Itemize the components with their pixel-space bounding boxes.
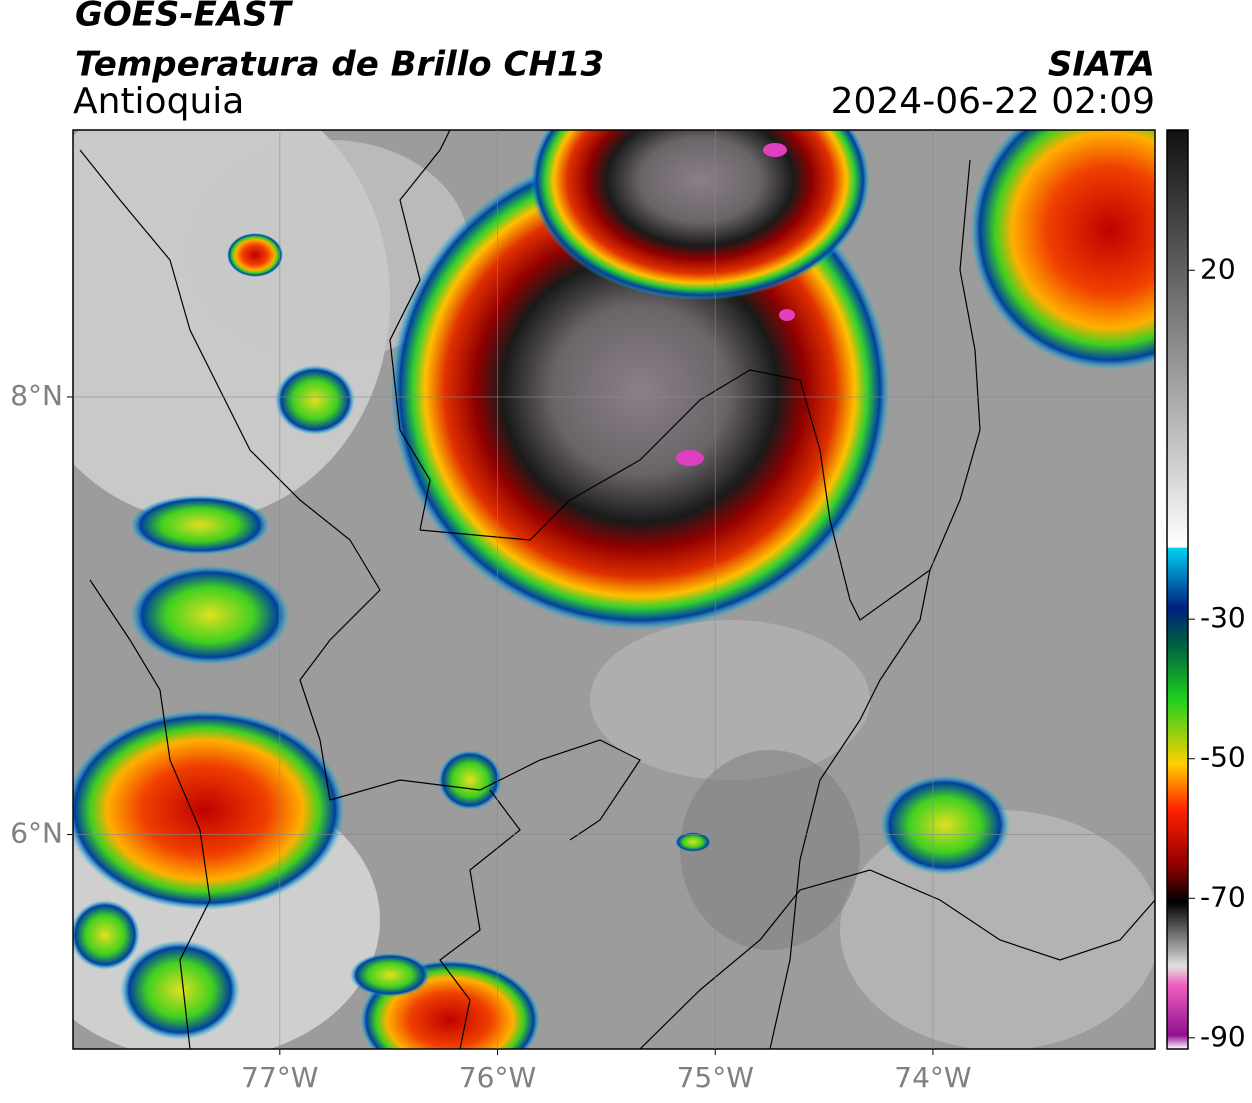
x-tick-label: 75°W [677,1061,754,1094]
x-tick-label: 74°W [894,1061,971,1094]
datetime: 2024-06-22 02:09 [831,81,1155,122]
y-tick-label: 8°N [10,379,63,412]
x-tick-label: 77°W [241,1061,318,1094]
satellite-image [73,130,1155,1049]
source: SIATA [1048,45,1155,85]
colorbar-tick-label: -50 [1200,741,1246,774]
x-tick-label: 76°W [459,1061,536,1094]
region: Antioquia [73,81,244,122]
colorbar-tick-label: -70 [1200,880,1246,913]
colorbar-tick-label: 20 [1200,252,1236,285]
map-frame [72,129,1156,1050]
y-tick-label: 6°N [10,817,63,850]
subtitle: Temperatura de Brillo CH13 [75,45,604,85]
colorbar [1166,129,1189,1050]
colorbar-tick-label: -30 [1200,601,1246,634]
title: GOES-EAST [75,0,294,35]
colorbar-tick-label: -90 [1200,1020,1246,1053]
